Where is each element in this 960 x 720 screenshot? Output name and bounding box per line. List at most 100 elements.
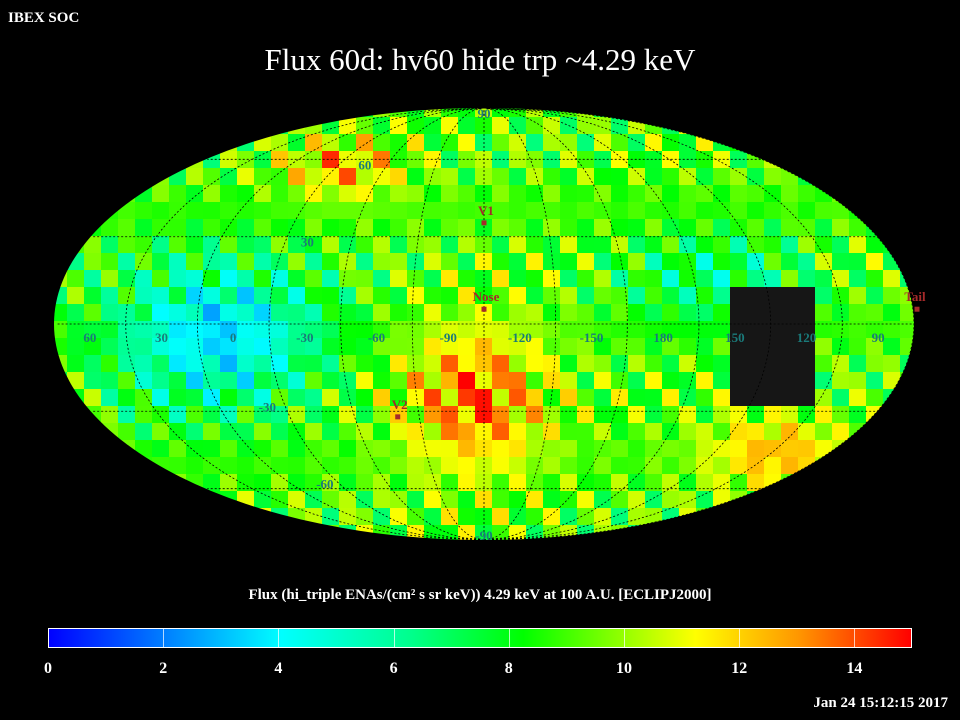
flux-pixel [611, 321, 628, 338]
flux-pixel [407, 457, 424, 474]
flux-pixel [475, 168, 492, 185]
flux-pixel [917, 100, 934, 117]
flux-pixel [628, 474, 645, 491]
flux-pixel [271, 270, 288, 287]
flux-pixel [866, 134, 883, 151]
flux-pixel [84, 287, 101, 304]
flux-pixel [798, 108, 815, 117]
flux-pixel [288, 287, 305, 304]
flux-pixel [186, 117, 203, 134]
flux-pixel [356, 542, 373, 559]
flux-pixel [747, 236, 764, 253]
flux-pixel [373, 270, 390, 287]
flux-pixel [577, 219, 594, 236]
flux-pixel [118, 117, 135, 134]
flux-pixel [866, 372, 883, 389]
flux-pixel [900, 253, 914, 270]
flux-pixel [713, 474, 730, 491]
flux-pixel [458, 508, 475, 525]
flux-pixel [220, 491, 237, 508]
flux-pixel [67, 185, 84, 202]
flux-pixel [152, 372, 169, 389]
flux-pixel [849, 168, 866, 185]
flux-pixel [288, 168, 305, 185]
marker-label-v2: V2 [392, 397, 408, 412]
flux-pixel [475, 236, 492, 253]
flux-pixel [645, 270, 662, 287]
flux-pixel [424, 406, 441, 423]
flux-pixel [764, 406, 781, 423]
flux-pixel [356, 168, 373, 185]
flux-pixel [832, 355, 849, 372]
flux-pixel [679, 423, 696, 440]
flux-pixel [832, 304, 849, 321]
flux-pixel [54, 508, 67, 525]
flux-pixel [917, 304, 934, 321]
flux-pixel [798, 117, 815, 134]
flux-pixel [458, 406, 475, 423]
flux-pixel [322, 525, 339, 540]
flux-pixel [696, 321, 713, 338]
flux-pixel [424, 236, 441, 253]
flux-pixel [900, 542, 917, 559]
flux-pixel [526, 134, 543, 151]
flux-pixel [118, 253, 135, 270]
flux-pixel [237, 108, 254, 117]
flux-pixel [54, 151, 67, 168]
flux-pixel [764, 423, 781, 440]
flux-pixel [798, 457, 815, 474]
flux-pixel [84, 338, 101, 355]
flux-pixel [543, 389, 560, 406]
flux-pixel [407, 406, 424, 423]
flux-pixel [288, 406, 305, 423]
flux-pixel [288, 389, 305, 406]
flux-pixel [305, 253, 322, 270]
flux-pixel [84, 423, 101, 440]
flux-pixel [390, 168, 407, 185]
flux-pixel [832, 108, 849, 117]
flux-pixel [152, 151, 169, 168]
flux-pixel [832, 457, 849, 474]
flux-pixel [50, 542, 67, 559]
flux-pixel [509, 108, 526, 117]
flux-pixel [832, 406, 849, 423]
flux-pixel [424, 304, 441, 321]
flux-pixel [135, 168, 152, 185]
flux-pixel [883, 474, 900, 491]
flux-pixel [169, 202, 186, 219]
flux-pixel [696, 219, 713, 236]
flux-pixel [543, 423, 560, 440]
flux-pixel [475, 457, 492, 474]
flux-pixel [254, 372, 271, 389]
flux-pixel [917, 542, 934, 559]
flux-pixel [645, 406, 662, 423]
flux-pixel [798, 440, 815, 457]
flux-pixel [390, 338, 407, 355]
flux-pixel [679, 185, 696, 202]
flux-pixel [747, 440, 764, 457]
flux-pixel [662, 338, 679, 355]
flux-pixel [237, 440, 254, 457]
flux-pixel [577, 202, 594, 219]
flux-pixel [118, 236, 135, 253]
flux-pixel [322, 202, 339, 219]
flux-pixel [271, 440, 288, 457]
flux-pixel [917, 372, 934, 389]
flux-pixel [407, 236, 424, 253]
flux-pixel [866, 491, 883, 508]
flux-pixel [798, 389, 815, 406]
flux-pixel [713, 355, 730, 372]
flux-pixel [67, 542, 84, 559]
flux-pixel [288, 236, 305, 253]
flux-pixel [543, 168, 560, 185]
flux-pixel [237, 185, 254, 202]
flux-pixel [169, 372, 186, 389]
flux-pixel [339, 108, 356, 117]
flux-pixel [815, 270, 832, 287]
flux-pixel [628, 270, 645, 287]
flux-pixel [594, 457, 611, 474]
flux-pixel [54, 372, 67, 389]
flux-pixel [645, 134, 662, 151]
flux-pixel [152, 525, 169, 540]
flux-pixel [271, 338, 288, 355]
